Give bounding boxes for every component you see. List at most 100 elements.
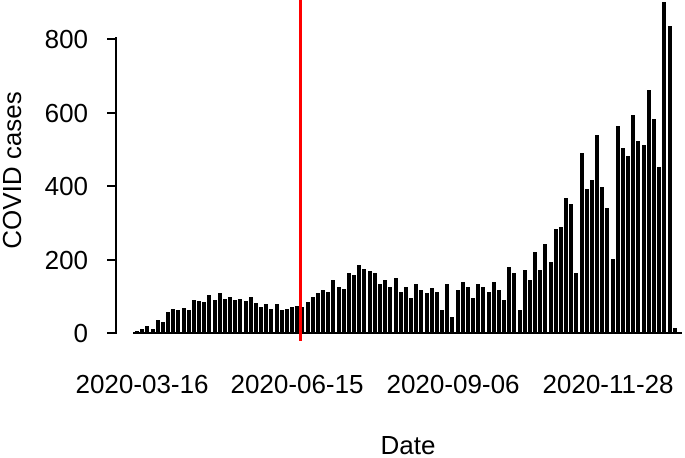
bar — [394, 278, 398, 332]
bar — [280, 310, 284, 332]
x-baseline — [133, 332, 682, 334]
bar — [662, 2, 666, 332]
bar — [218, 293, 222, 332]
bar — [140, 329, 144, 332]
bar — [673, 328, 677, 332]
bar — [259, 307, 263, 332]
bar — [636, 141, 640, 332]
x-tick-label: 2020-11-28 — [542, 369, 674, 399]
bar — [518, 310, 522, 332]
bar — [647, 90, 651, 332]
bar — [440, 310, 444, 332]
bar — [135, 331, 139, 332]
bar — [311, 297, 315, 332]
bar — [471, 298, 475, 332]
bar — [626, 156, 630, 332]
y-axis-title: COVID cases — [0, 91, 27, 249]
bar — [435, 292, 439, 332]
bar — [321, 290, 325, 332]
bar — [657, 167, 661, 332]
bar — [481, 287, 485, 332]
bar — [331, 280, 335, 332]
bar — [497, 290, 501, 332]
bar — [533, 252, 537, 332]
bar — [151, 329, 155, 332]
bar — [569, 204, 573, 332]
bar — [611, 259, 615, 332]
bar — [502, 300, 506, 332]
bar — [300, 307, 304, 332]
y-tick-mark — [107, 259, 116, 261]
y-axis-spine — [115, 37, 117, 334]
bar — [507, 267, 511, 332]
y-tick-mark — [107, 112, 116, 114]
bar — [538, 270, 542, 332]
bar — [269, 309, 273, 332]
bar — [523, 270, 527, 332]
bar — [590, 180, 594, 332]
bar — [176, 310, 180, 332]
x-tick-label: 2020-06-15 — [230, 369, 364, 399]
bar — [290, 307, 294, 332]
bar — [605, 208, 609, 332]
bar — [512, 273, 516, 332]
y-tick-mark — [107, 332, 116, 334]
bar — [378, 284, 382, 332]
y-tick-label: 800 — [44, 24, 88, 54]
bar — [543, 244, 547, 332]
bar — [419, 290, 423, 332]
bar — [492, 282, 496, 332]
bar — [404, 287, 408, 332]
bar — [559, 227, 563, 332]
bar — [564, 198, 568, 332]
bar — [362, 269, 366, 332]
y-tick-mark — [107, 185, 116, 187]
bar — [373, 273, 377, 332]
y-tick-label: 600 — [44, 98, 88, 128]
x-tick-label: 2020-03-16 — [75, 369, 209, 399]
bar — [228, 297, 232, 332]
bar — [342, 289, 346, 332]
bar — [275, 304, 279, 332]
bar — [425, 293, 429, 332]
bar — [616, 126, 620, 332]
bar — [409, 298, 413, 332]
x-tick-label: 2020-09-06 — [386, 369, 520, 399]
bar — [528, 280, 532, 332]
bar — [456, 290, 460, 332]
bar — [264, 304, 268, 332]
bar — [326, 292, 330, 332]
bar — [182, 308, 186, 332]
bar — [383, 280, 387, 332]
bar — [668, 26, 672, 332]
bar — [461, 282, 465, 332]
bar — [450, 317, 454, 332]
bar — [445, 284, 449, 332]
bar — [161, 322, 165, 332]
bar — [156, 320, 160, 332]
bar — [238, 299, 242, 332]
bar — [244, 301, 248, 332]
bar — [430, 288, 434, 332]
bar — [388, 287, 392, 332]
bar — [306, 302, 310, 332]
bar — [652, 119, 656, 332]
y-tick-label: 200 — [44, 245, 88, 275]
y-tick-label: 400 — [44, 171, 88, 201]
bar — [145, 326, 149, 332]
bar — [352, 275, 356, 332]
bar — [187, 310, 191, 332]
bar — [295, 306, 299, 332]
bar — [414, 284, 418, 332]
bar — [254, 303, 258, 332]
bar — [166, 312, 170, 332]
bar — [337, 287, 341, 332]
bar — [202, 302, 206, 332]
bar — [285, 309, 289, 332]
bar — [466, 287, 470, 332]
bar — [631, 115, 635, 332]
bar — [223, 299, 227, 332]
reference-line — [299, 0, 302, 341]
bar — [207, 295, 211, 332]
